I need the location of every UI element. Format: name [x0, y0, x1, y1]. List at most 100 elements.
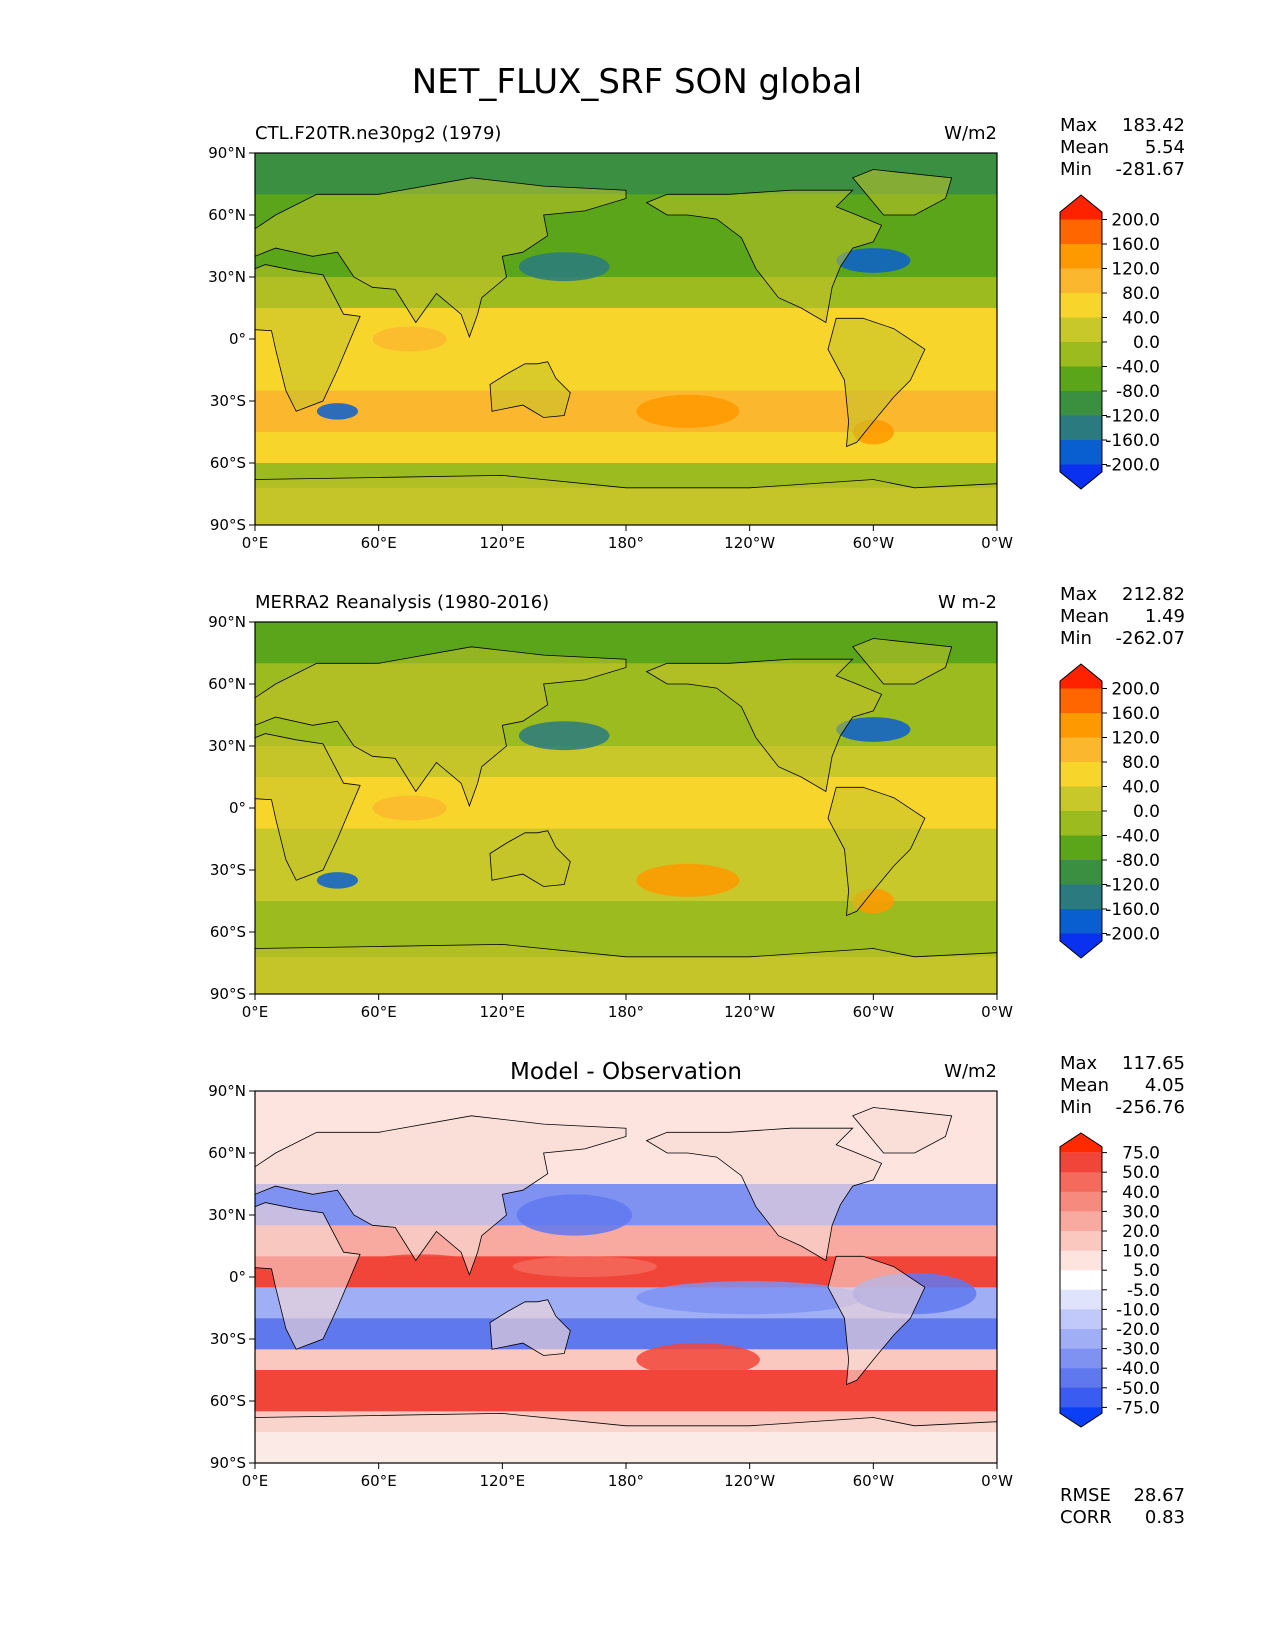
- colorbar-segment: [1060, 1231, 1102, 1252]
- stat-value: -256.76: [1116, 1097, 1185, 1118]
- lat-tick-label: 30°S: [210, 392, 246, 410]
- colorbar-segment: [1060, 909, 1102, 934]
- colorbar-segment: [1060, 1172, 1102, 1193]
- colorbar-label: -40.0: [1116, 1359, 1160, 1379]
- map-field: [255, 153, 997, 525]
- field-band-7: [255, 1349, 997, 1371]
- colorbar-segment: [1060, 1211, 1102, 1232]
- lat-tick-label: 90°N: [208, 613, 246, 631]
- colorbar-label: 0.0: [1133, 333, 1160, 353]
- colorbar-segment: [1060, 933, 1102, 958]
- panel-center-title: Model - Observation: [510, 1059, 742, 1085]
- coastline-6: [255, 943, 997, 994]
- coastline-3: [645, 189, 883, 324]
- colorbar-segment: [1060, 1309, 1102, 1330]
- stat-value: 4.05: [1145, 1075, 1185, 1096]
- colorbar-segment: [1060, 415, 1102, 441]
- lon-tick-label: 120°W: [724, 1003, 775, 1021]
- colorbar-label: 30.0: [1122, 1202, 1160, 1222]
- colorbar-segment: [1060, 342, 1102, 367]
- colorbar-label: -75.0: [1116, 1398, 1160, 1418]
- stat-value: 5.54: [1145, 137, 1185, 158]
- panel-units: W/m2: [944, 1061, 997, 1082]
- lat-tick-label: 60°N: [208, 1144, 246, 1162]
- stat-value: 117.65: [1122, 1053, 1185, 1074]
- stat-label: Min: [1060, 628, 1092, 649]
- colorbar-label: 160.0: [1111, 235, 1160, 255]
- coastline-5: [852, 1107, 953, 1154]
- colorbar-label: -120.0: [1105, 876, 1160, 896]
- lat-tick-label: 90°S: [210, 1454, 246, 1472]
- colorbar-label: 200.0: [1111, 211, 1160, 231]
- lat-tick-label: 60°S: [210, 454, 246, 472]
- lat-tick-label: 90°S: [210, 516, 246, 534]
- colorbar-label: 40.0: [1122, 1183, 1160, 1203]
- coastline-6: [255, 474, 997, 525]
- colorbar-segment: [1060, 786, 1102, 812]
- colorbar-label: -20.0: [1116, 1320, 1160, 1340]
- colorbar-label: 50.0: [1122, 1163, 1160, 1183]
- colorbar-label: 75.0: [1122, 1144, 1160, 1164]
- colorbar-segment: [1060, 713, 1102, 738]
- colorbar-segment: [1060, 762, 1102, 787]
- colorbar-label: -40.0: [1116, 827, 1160, 847]
- colorbar-label: 20.0: [1122, 1222, 1160, 1242]
- stat-value: 183.42: [1122, 115, 1185, 136]
- coastline-1: [255, 1115, 627, 1277]
- coastline-6: [255, 1412, 997, 1463]
- colorbar-label: 120.0: [1111, 260, 1160, 280]
- colorbar-label: -200.0: [1105, 925, 1160, 945]
- coastline-3: [645, 658, 883, 793]
- colorbar-label: -160.0: [1105, 431, 1160, 451]
- colorbar-label: -200.0: [1105, 456, 1160, 476]
- colorbar-segment: [1060, 860, 1102, 885]
- stat-value: -262.07: [1116, 628, 1185, 649]
- lon-tick-label: 180°: [608, 1472, 644, 1490]
- colorbar-segment: [1060, 1329, 1102, 1350]
- lon-tick-label: 0°W: [981, 1003, 1013, 1021]
- lat-tick-label: 30°S: [210, 861, 246, 879]
- field-feature-2: [316, 872, 359, 889]
- field-feature-4: [358, 1254, 482, 1280]
- colorbar-label: 200.0: [1111, 680, 1160, 700]
- colorbar-label: -50.0: [1116, 1379, 1160, 1399]
- panel-units: W m-2: [938, 592, 997, 613]
- colorbar-outline: [1059, 663, 1103, 959]
- colorbar-segment: [1060, 1270, 1102, 1291]
- lon-tick-label: 120°E: [480, 534, 526, 552]
- lat-tick-label: 0°: [229, 1268, 246, 1286]
- colorbar-label: 160.0: [1111, 704, 1160, 724]
- extra-stat-value: 0.83: [1145, 1507, 1185, 1528]
- field-feature-1: [836, 717, 911, 742]
- lon-tick-label: 0°E: [242, 1472, 269, 1490]
- colorbar-segment: [1060, 1250, 1102, 1271]
- colorbar-segment: [1060, 366, 1102, 392]
- lat-tick-label: 30°N: [208, 1206, 246, 1224]
- colorbar-label: 80.0: [1122, 753, 1160, 773]
- colorbar-label: 120.0: [1111, 729, 1160, 749]
- lon-tick-label: 0°E: [242, 1003, 269, 1021]
- field-feature-0: [518, 721, 610, 751]
- lat-tick-label: 0°: [229, 330, 246, 348]
- coastline-5: [852, 169, 953, 216]
- lat-tick-label: 60°N: [208, 206, 246, 224]
- coastline-2: [489, 830, 571, 887]
- lat-tick-label: 30°S: [210, 1330, 246, 1348]
- panel-left-title: CTL.F20TR.ne30pg2 (1979): [255, 123, 501, 144]
- lon-tick-label: 60°E: [361, 1003, 397, 1021]
- field-feature-6: [832, 1190, 915, 1220]
- colorbar-segment: [1060, 737, 1102, 763]
- colorbar-label: 5.0: [1133, 1261, 1160, 1281]
- lon-tick-label: 60°W: [853, 534, 895, 552]
- colorbar-segment: [1060, 1407, 1102, 1427]
- colorbar-segment: [1060, 317, 1102, 343]
- field-feature-0: [518, 252, 610, 282]
- colorbar-label: 40.0: [1122, 309, 1160, 329]
- colorbar-outline: [1059, 1132, 1103, 1428]
- stat-label: Min: [1060, 1097, 1092, 1118]
- colorbar-segment: [1060, 688, 1102, 714]
- field-band-8: [255, 1370, 997, 1412]
- lon-tick-label: 120°E: [480, 1472, 526, 1490]
- extra-stat-label: RMSE: [1060, 1485, 1111, 1506]
- map-field: [255, 622, 997, 994]
